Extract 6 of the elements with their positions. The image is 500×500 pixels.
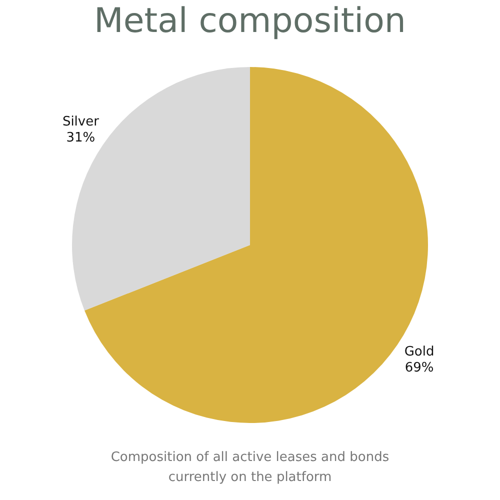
chart-title: Metal composition <box>93 0 407 42</box>
text: Composition of all active leases and bonds currently on the platform <box>110 449 390 487</box>
data-label: 69% <box>404 360 434 376</box>
slice-label: Silver <box>62 114 100 130</box>
data-label: 31% <box>66 130 96 146</box>
slice-label: Gold <box>404 344 434 360</box>
